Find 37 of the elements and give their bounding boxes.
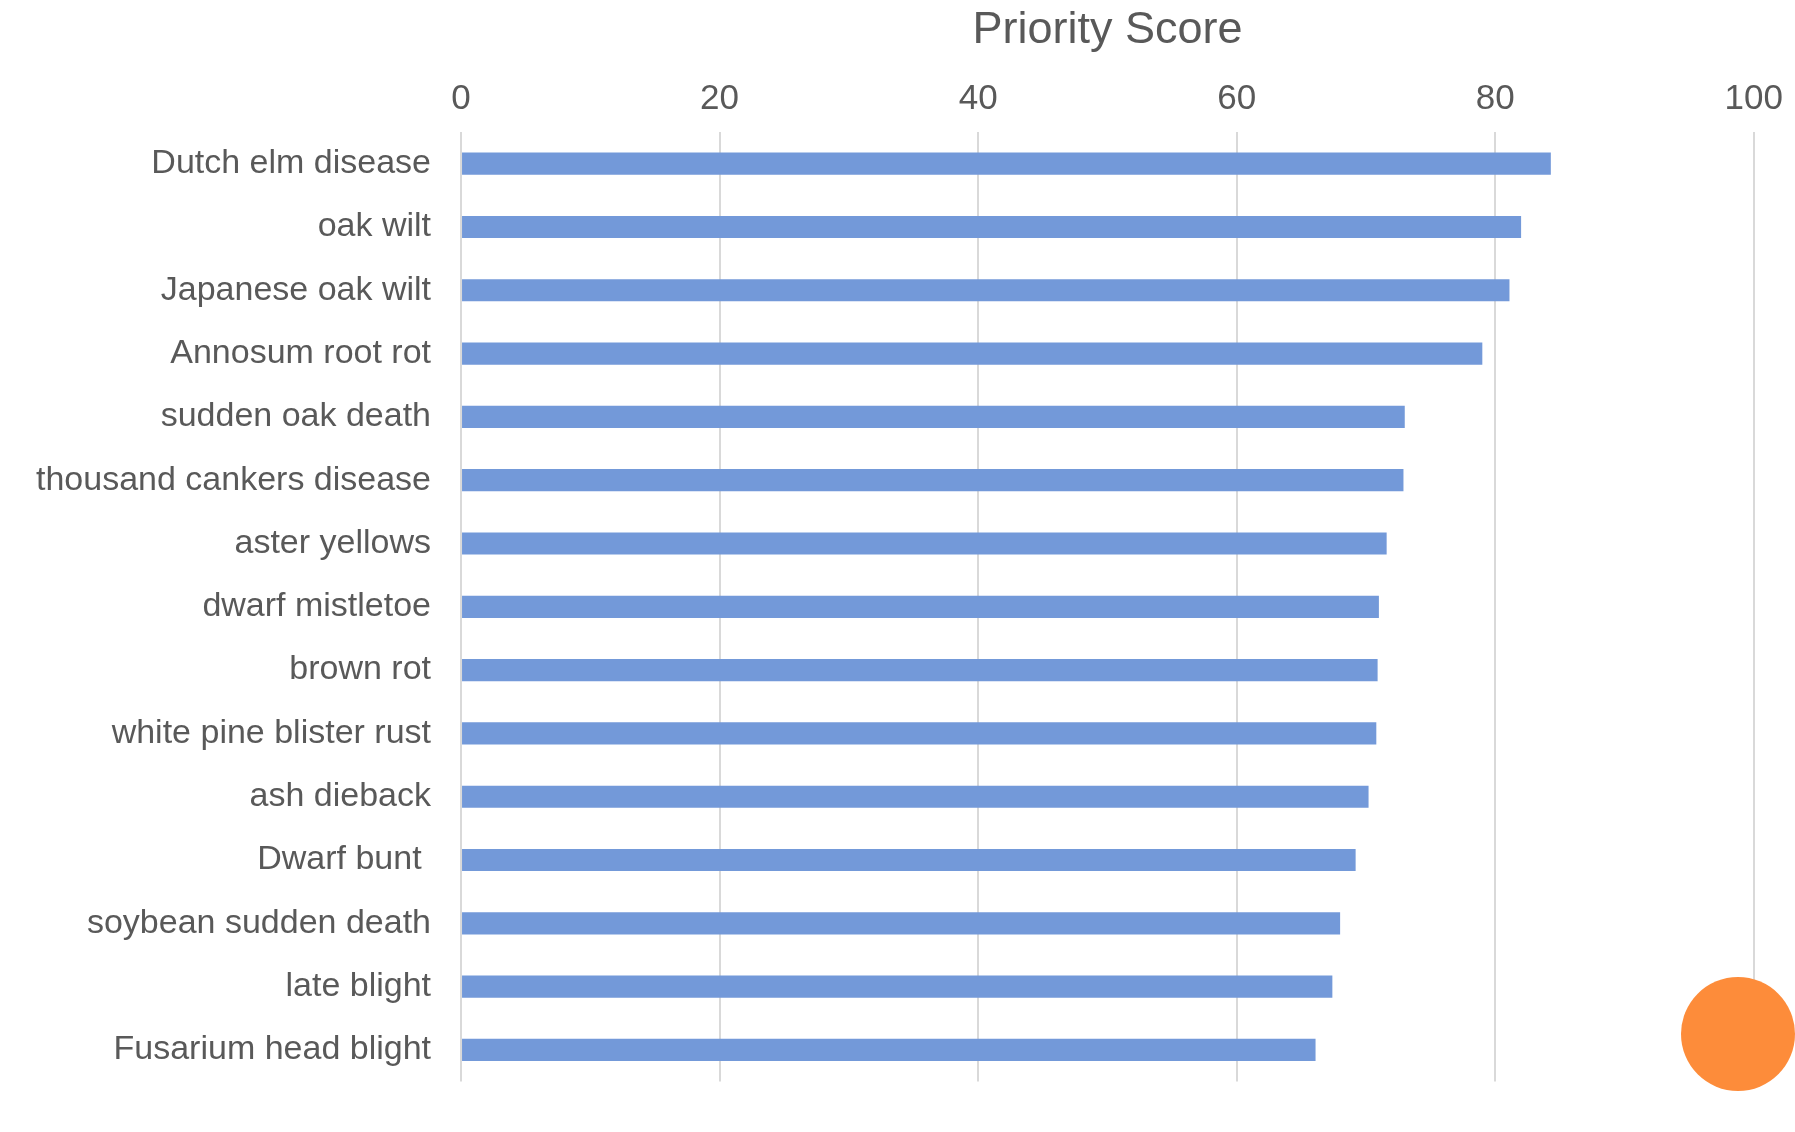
y-tick-label: Dwarf bunt [257,838,432,877]
y-tick-label: soybean sudden death [86,901,432,940]
bar [462,215,1522,239]
bar [462,848,1356,872]
x-tick-label: 40 [958,76,998,116]
y-tick-label: thousand cankers disease [35,458,432,497]
bar [462,342,1483,365]
x-tick-label: 100 [1724,76,1784,116]
y-tick-label: Japanese oak wilt [160,268,432,307]
x-tick-label: 0 [451,76,471,116]
y-tick-label: white pine blister rust [110,711,432,750]
x-tick-label: 20 [700,76,740,116]
y-tick-label: Dutch elm disease [151,142,432,181]
bar [462,405,1405,428]
bar [462,1038,1316,1062]
bar [462,912,1341,935]
y-tick-label: late blight [285,965,432,1004]
bar [462,152,1551,175]
bar [462,722,1377,745]
bar [462,469,1404,492]
x-tick-label: 80 [1475,76,1515,116]
y-tick-label: dwarf mistletoe [202,585,432,624]
y-tick-label: Annosum root rot [170,331,432,370]
y-tick-label: oak wilt [317,205,432,244]
bar [462,532,1387,555]
y-tick-label: aster yellows [234,521,432,560]
bar [462,595,1379,618]
bar [462,279,1510,302]
y-tick-label: ash dieback [249,775,433,814]
x-axis-title: Priority Score [972,2,1243,54]
y-tick-label: sudden oak death [160,395,432,434]
bar [462,785,1369,808]
y-tick-label: brown rot [289,648,432,687]
x-tick-label: 60 [1217,76,1257,116]
bar [462,659,1378,682]
bar [462,975,1333,998]
y-tick-label: Fusarium head blight [113,1028,432,1067]
